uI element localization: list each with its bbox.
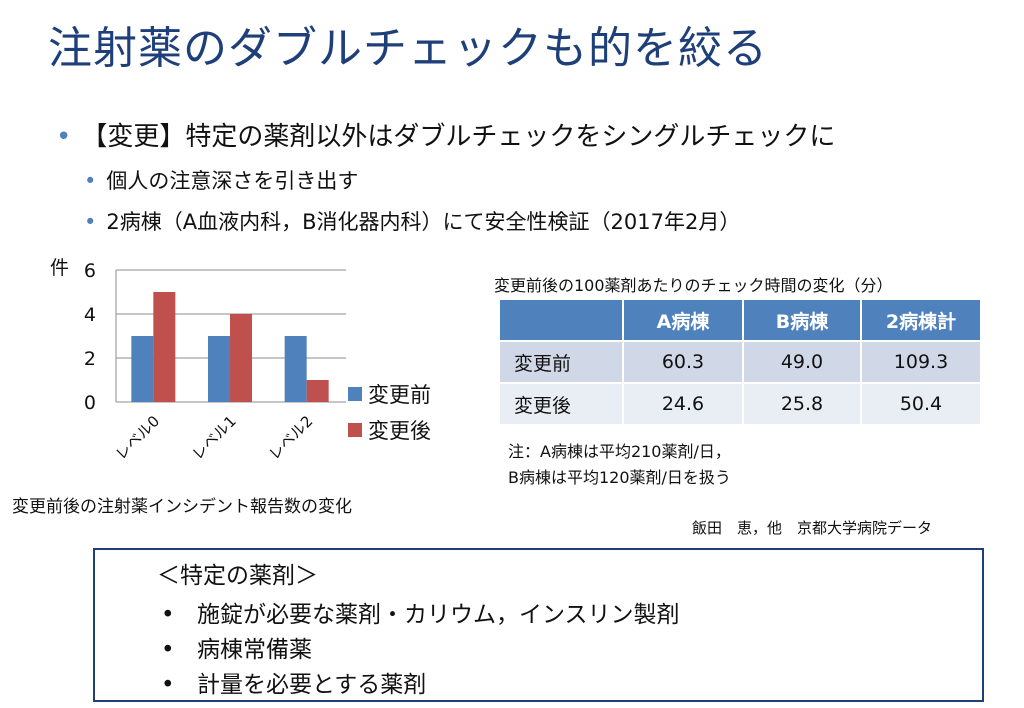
sub-bullet: • 個人の注意深さを引き出す [84, 165, 358, 195]
table-cell: 50.4 [862, 382, 982, 424]
sub-bullet-text: 個人の注意深さを引き出す [106, 169, 359, 193]
y-tick-label: 4 [84, 304, 96, 326]
table-header-row: A病棟 B病棟 2病棟計 [500, 300, 982, 340]
y-axis-label: 件 [50, 257, 69, 279]
box-item-text: 計量を必要とする薬剤 [197, 672, 427, 698]
main-bullet: • 【変更】特定の薬剤以外はダブルチェックをシングルチェックに [56, 116, 835, 153]
y-tick-label: 0 [84, 392, 96, 414]
box-title: ＜特定の薬剤＞ [157, 563, 318, 589]
table-header-cell: 2病棟計 [862, 300, 982, 340]
box-item-text: 病棟常備薬 [197, 637, 312, 663]
table-cell: 25.8 [744, 382, 862, 424]
bar-変更後 [306, 380, 329, 402]
table-row-label: 変更後 [500, 382, 624, 424]
sub-bullet-text: 2病棟（A血液内科，B消化器内科）にて安全性検証（2017年2月） [106, 210, 741, 234]
table-row: 変更後 24.6 25.8 50.4 [500, 382, 982, 424]
bar-変更前 [208, 336, 230, 402]
main-bullet-text: 【変更】特定の薬剤以外はダブルチェックをシングルチェックに [81, 122, 836, 152]
specific-drugs-box: ＜特定の薬剤＞ • 施錠が必要な薬剤・カリウム，インスリン製剤 • 病棟常備薬 • 計… [93, 548, 984, 702]
bar-変更前 [284, 336, 307, 402]
table-title: 変更前後の100薬剤あたりのチェック時間の変化（分） [494, 276, 893, 295]
y-tick-label: 6 [84, 260, 96, 282]
table-row-label: 変更前 [500, 340, 624, 382]
slide-title: 注射薬のダブルチェックも的を絞る [48, 23, 768, 74]
legend-label: 変更前 [368, 383, 431, 407]
x-tick-label: レベル1 [189, 412, 240, 463]
table-header-cell: B病棟 [744, 300, 862, 340]
bullet-dot: • [161, 672, 175, 698]
table-cell: 24.6 [624, 382, 744, 424]
table-header-cell: A病棟 [624, 300, 744, 340]
bar-変更後 [153, 292, 176, 402]
sub-bullet: • 2病棟（A血液内科，B消化器内科）にて安全性検証（2017年2月） [84, 206, 740, 236]
table-note: B病棟は平均120薬剤/日を扱う [508, 468, 731, 487]
bullet-dot: • [56, 122, 72, 152]
box-list-item: • 施錠が必要な薬剤・カリウム，インスリン製剤 [161, 595, 680, 629]
x-tick-label: レベル2 [265, 412, 316, 463]
box-item-text: 施錠が必要な薬剤・カリウム，インスリン製剤 [197, 602, 680, 628]
table-cell: 60.3 [624, 340, 744, 382]
bar-変更後 [230, 314, 252, 402]
bullet-dot: • [84, 169, 97, 193]
bullet-dot: • [161, 637, 175, 663]
table-row: 変更前 60.3 49.0 109.3 [500, 340, 982, 382]
legend-label: 変更後 [368, 419, 431, 443]
bar-変更前 [131, 336, 154, 402]
table-cell: 109.3 [862, 340, 982, 382]
y-tick-label: 2 [84, 348, 96, 370]
table-header-cell [500, 300, 624, 340]
bullet-dot: • [161, 602, 175, 628]
check-time-table: A病棟 B病棟 2病棟計 変更前 60.3 49.0 109.3 変更後 24.… [500, 300, 982, 424]
chart-caption: 変更前後の注射薬インシデント報告数の変化 [12, 497, 352, 517]
legend-swatch [348, 423, 362, 437]
box-list-item: • 病棟常備薬 [161, 630, 312, 664]
table-cell: 49.0 [744, 340, 862, 382]
data-credit: 飯田 恵，他 京都大学病院データ [692, 519, 933, 537]
table-note: 注：A病棟は平均210薬剤/日， [508, 442, 731, 461]
x-tick-label: レベル0 [112, 412, 163, 463]
legend-swatch [348, 387, 362, 401]
bullet-dot: • [84, 210, 97, 234]
box-list-item: • 計量を必要とする薬剤 [161, 665, 426, 699]
